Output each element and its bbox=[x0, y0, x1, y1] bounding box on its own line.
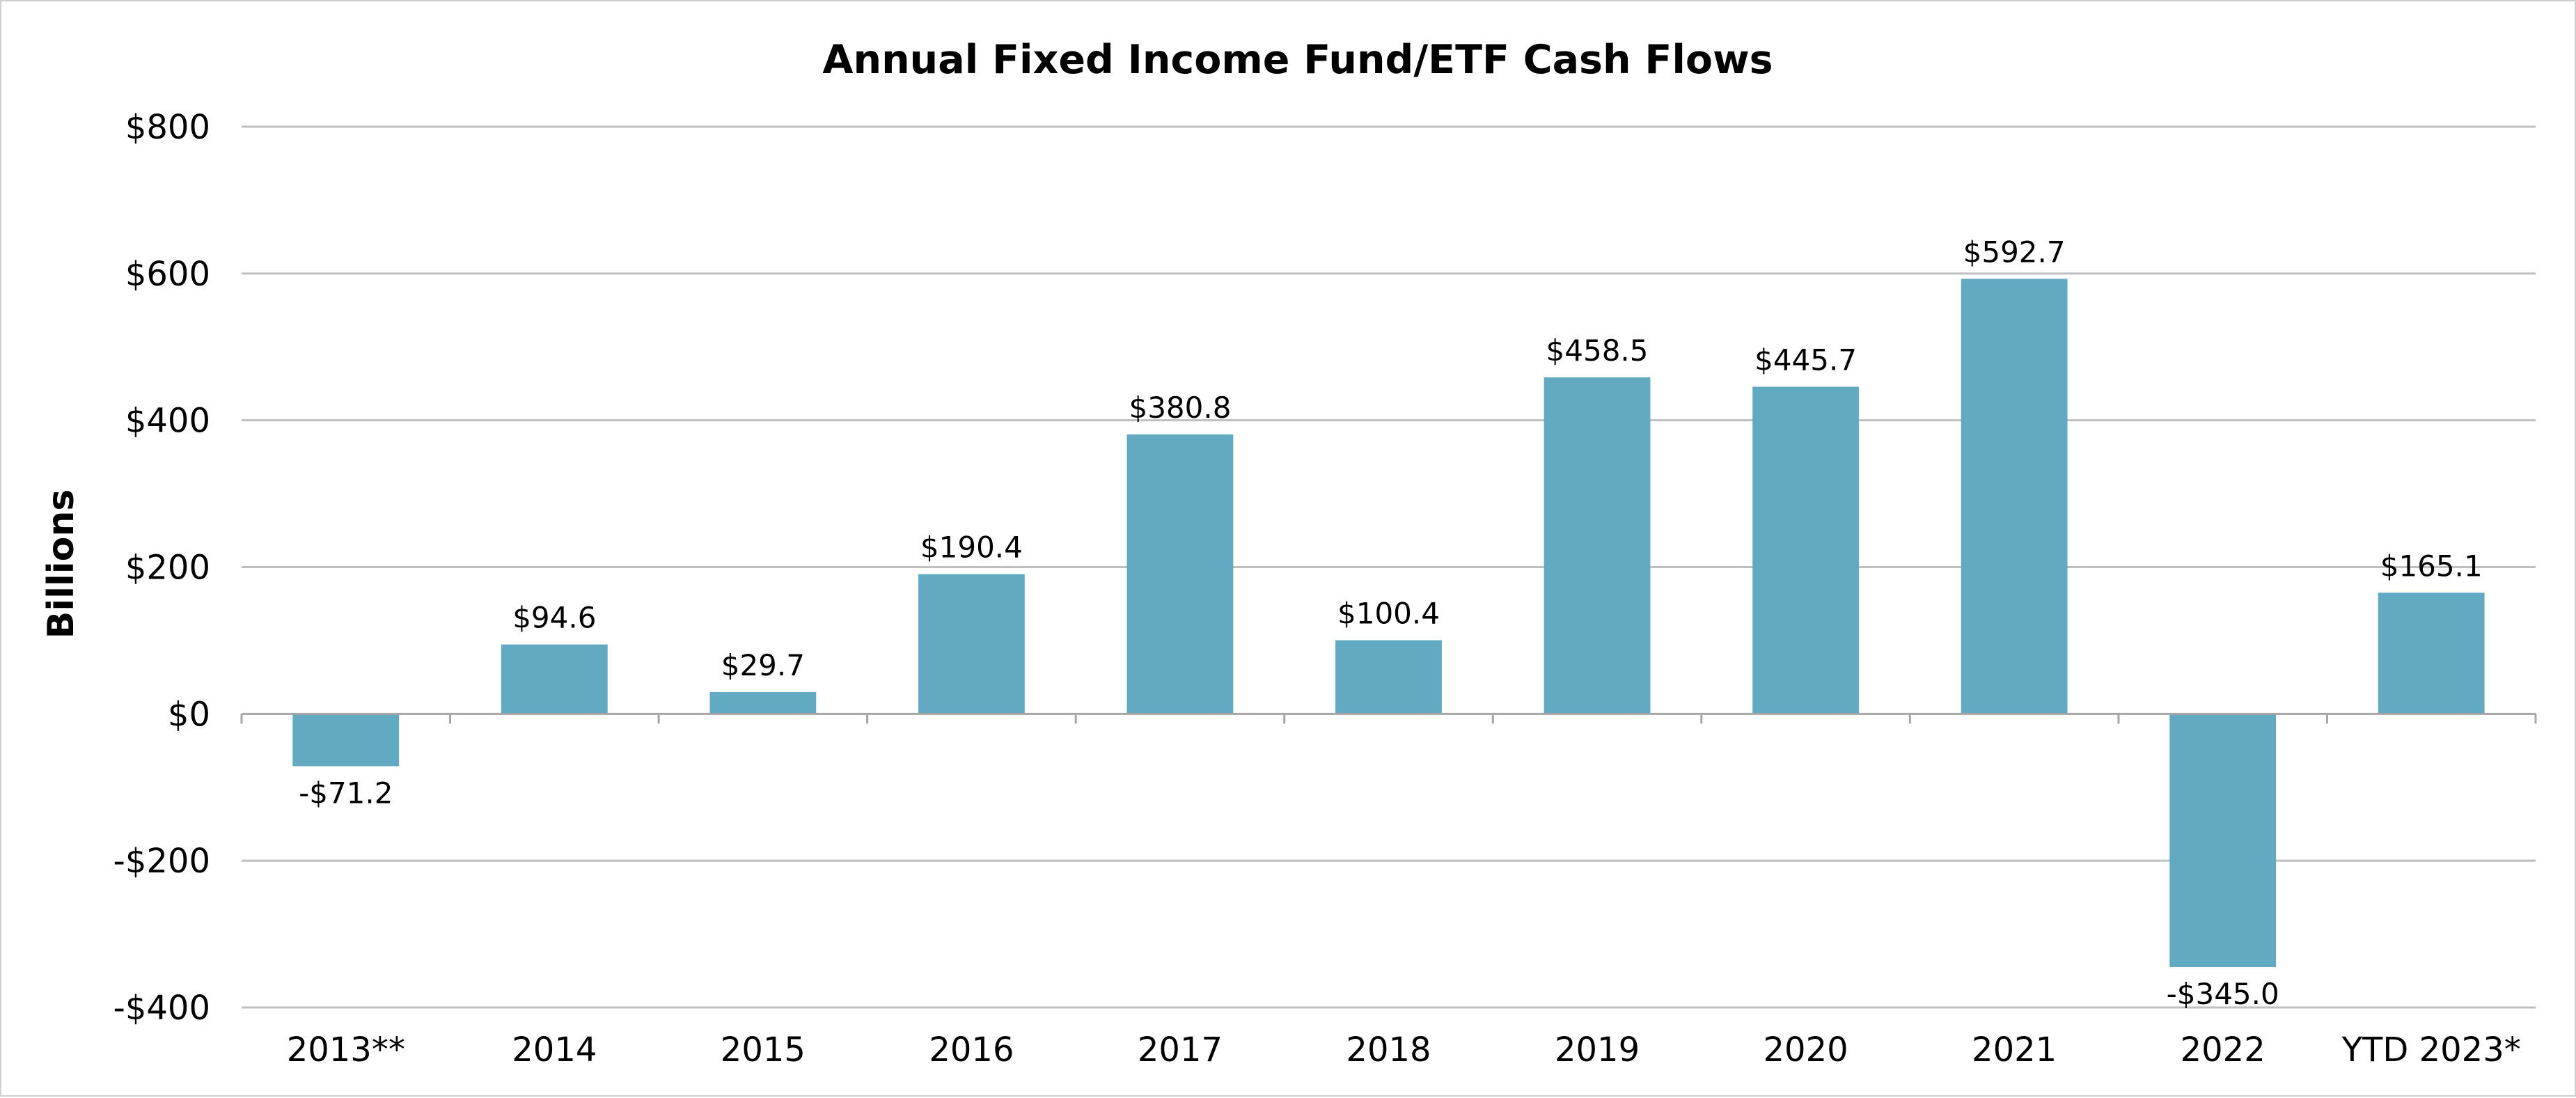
bar bbox=[1961, 279, 2068, 714]
x-tick-label: 2017 bbox=[1138, 1030, 1223, 1069]
y-tick-label: -$200 bbox=[113, 842, 210, 881]
bar bbox=[918, 574, 1025, 714]
x-tick-label: 2021 bbox=[1972, 1030, 2057, 1069]
chart-title: Annual Fixed Income Fund/ETF Cash Flows bbox=[822, 37, 1773, 83]
data-label: $380.8 bbox=[1129, 391, 1231, 425]
bar bbox=[1752, 386, 1859, 714]
data-labels: -$71.2 $94.6 $29.7 $190.4 $380.8 $100.4 $458.5… bbox=[299, 235, 2483, 1011]
x-tick-label: YTD 2023* bbox=[2341, 1030, 2521, 1069]
x-tick-label: 2016 bbox=[929, 1030, 1014, 1069]
x-tick-label: 2015 bbox=[721, 1030, 806, 1069]
y-tick-label: $400 bbox=[125, 402, 210, 441]
bars bbox=[292, 279, 2485, 968]
bar bbox=[2169, 714, 2277, 968]
data-label: -$345.0 bbox=[2167, 977, 2279, 1011]
data-label: $100.4 bbox=[1337, 596, 1440, 630]
data-label: $190.4 bbox=[920, 531, 1023, 565]
gridlines bbox=[242, 125, 2536, 1009]
y-tick-label: -$400 bbox=[113, 989, 210, 1028]
x-axis-tick-labels: 2013** 2014 2015 2016 2017 2018 2019 2020 2021 20… bbox=[287, 1030, 2521, 1069]
data-label: $165.1 bbox=[2380, 549, 2483, 583]
data-label: $94.6 bbox=[512, 601, 596, 635]
bar bbox=[709, 692, 817, 714]
x-tick-label: 2020 bbox=[1764, 1030, 1848, 1069]
y-axis-title: Billions bbox=[40, 489, 82, 639]
bar bbox=[292, 714, 400, 767]
bar bbox=[1335, 640, 1442, 714]
x-tick-label: 2018 bbox=[1346, 1030, 1431, 1069]
y-tick-label: $800 bbox=[125, 108, 210, 147]
x-axis bbox=[240, 712, 2537, 724]
y-tick-label: $600 bbox=[125, 255, 210, 294]
data-label: $458.5 bbox=[1546, 334, 1649, 368]
y-axis-tick-labels: $800 $600 $400 $200 $0 -$200 -$400 bbox=[113, 108, 210, 1028]
bar bbox=[501, 644, 608, 714]
y-tick-label: $200 bbox=[125, 549, 210, 588]
data-label: -$71.2 bbox=[299, 776, 393, 810]
x-tick-label: 2014 bbox=[512, 1030, 597, 1069]
y-tick-label: $0 bbox=[168, 695, 210, 734]
bar bbox=[1126, 434, 1234, 714]
data-label: $592.7 bbox=[1963, 235, 2066, 269]
x-tick-label: 2019 bbox=[1555, 1030, 1640, 1069]
bar bbox=[2378, 593, 2485, 714]
data-label: $29.7 bbox=[721, 648, 805, 682]
x-tick-label: 2022 bbox=[2181, 1030, 2265, 1069]
data-label: $445.7 bbox=[1754, 343, 1857, 377]
bar bbox=[1544, 377, 1651, 714]
x-tick-label: 2013** bbox=[287, 1030, 405, 1069]
